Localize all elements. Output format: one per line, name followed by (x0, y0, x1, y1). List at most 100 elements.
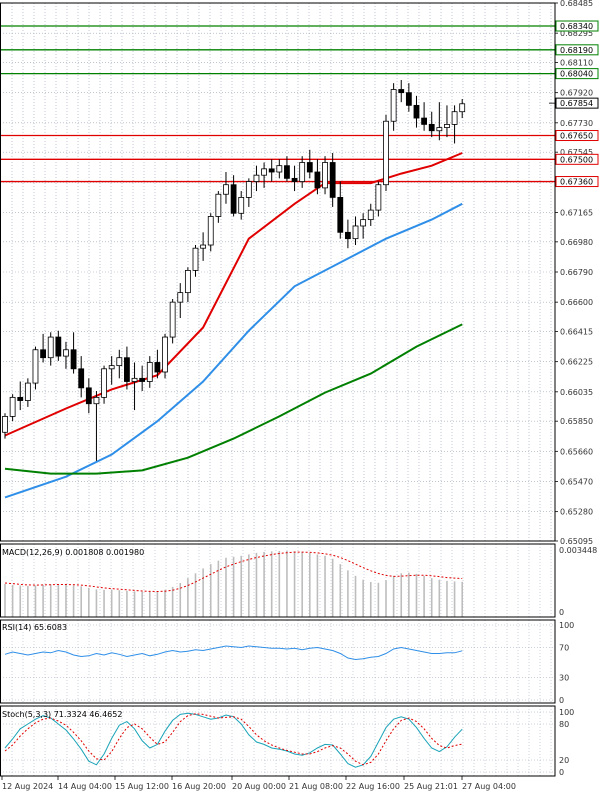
resistance-level-label: 0.68040 (560, 70, 593, 79)
stoch-tick-label: 0 (559, 768, 564, 777)
candle-body (192, 247, 199, 271)
rsi-tick-label: 0 (559, 696, 564, 705)
candle-body (337, 197, 344, 233)
candle-body (344, 231, 351, 240)
x-tick-label: 20 Aug 00:00 (232, 782, 286, 791)
resistance-level-label: 0.68190 (560, 46, 593, 55)
stoch-label: Stoch(5,3,3) 71.3324 46.4652 (2, 710, 122, 719)
rsi-line (4, 645, 463, 661)
price-tick-label: 0.66980 (560, 238, 593, 247)
price-tick-label: 0.66600 (560, 298, 593, 307)
support-level-box (555, 153, 599, 165)
candle-body (131, 377, 138, 382)
stoch-tick-label: 20 (559, 756, 569, 765)
candle-body (2, 416, 8, 433)
rsi-label: RSI(14) 65.6083 (2, 623, 67, 632)
candle-body (276, 165, 283, 173)
candle-body (93, 396, 100, 405)
price-panel: 0.68485 0.68295 0.68110 0.67920 0.67730 0.675… (0, 0, 599, 546)
candle-body (207, 216, 214, 246)
price-tick-label: 0.68295 (560, 29, 593, 38)
candle-body (17, 396, 24, 401)
candle-body (383, 120, 389, 186)
x-axis: 12 Aug 2024 14 Aug 04:00 15 Aug 12:00 16 Au… (1, 776, 516, 791)
support-level-label: 0.67650 (560, 132, 593, 141)
candle-body (367, 209, 374, 221)
macd-tick-label: 0 (559, 608, 564, 617)
price-tick-label: 0.65095 (560, 537, 593, 546)
price-tick-label: 0.65470 (560, 477, 593, 486)
candle-body (436, 127, 443, 132)
panel-frame (0, 619, 556, 704)
candle-body (78, 368, 85, 389)
candle-body (322, 162, 328, 189)
candle-body (405, 92, 412, 106)
candle-body (9, 396, 16, 417)
macd-tick-label: 0.003448 (559, 546, 597, 555)
candle-body (451, 111, 458, 125)
candle-body (162, 336, 168, 373)
candle-body (291, 177, 298, 182)
candle-body (108, 365, 115, 370)
candle-body (444, 124, 450, 128)
price-tick-label: 0.67545 (560, 148, 593, 157)
support-level-label: 0.67500 (560, 155, 593, 164)
x-tick-label: 25 Aug 21:01 (404, 782, 458, 791)
candle-body (85, 387, 92, 405)
resistance-level-label: 0.68340 (560, 22, 593, 31)
candle-body (215, 193, 222, 217)
panel-frame (0, 2, 556, 542)
x-tick-label: 16 Aug 20:00 (172, 782, 226, 791)
candle-body (184, 270, 191, 294)
resistance-level-box (555, 20, 599, 32)
moving-average-line (4, 202, 463, 499)
resistance-level-box (555, 68, 599, 80)
panel-frame (0, 543, 556, 618)
rsi-tick-label: 70 (559, 644, 569, 653)
candle-body (238, 197, 245, 214)
candle-body (253, 174, 260, 182)
candle-body (32, 349, 39, 384)
price-tick-label: 0.66415 (560, 328, 593, 337)
x-tick-label: 15 Aug 12:00 (115, 782, 169, 791)
price-tick-label: 0.68110 (560, 59, 593, 68)
x-tick-label: 14 Aug 04:00 (58, 782, 112, 791)
panel-frame (0, 705, 556, 777)
candle-body (413, 104, 420, 119)
candle-body (428, 124, 435, 132)
price-tick-label: 0.66225 (560, 358, 593, 367)
candle-body (24, 382, 31, 401)
candle-body (329, 162, 336, 198)
candle-body (398, 89, 405, 94)
current-price-label: 0.67854 (560, 99, 593, 108)
candle-body (421, 117, 428, 125)
price-tick-label: 0.66035 (560, 388, 593, 397)
stoch-panel: 100 80 20 0 Stoch(5,3,3) 71.3324 46.4652 (0, 705, 574, 777)
candle-body (375, 184, 382, 211)
candle-body (40, 349, 46, 359)
candle-body (70, 349, 77, 370)
price-tick-label: 0.66790 (560, 268, 593, 277)
stoch-k-line (4, 712, 463, 768)
candle-body (55, 336, 62, 357)
macd-label: MACD(12,26,9) 0.001808 0.001980 (2, 548, 144, 557)
x-tick-label: 12 Aug 2024 (2, 782, 53, 791)
candle-body (124, 357, 130, 382)
candle-body (101, 368, 107, 398)
candle-body (284, 165, 290, 179)
stoch-tick-label: 80 (559, 720, 569, 729)
candle-body (116, 357, 123, 367)
macd-panel: MACD(12,26,9) 0.001808 0.001980 0.003448 0 (0, 543, 597, 618)
candle-body (306, 162, 313, 173)
price-tick-label: 0.65660 (560, 447, 593, 456)
x-tick-label: 21 Aug 08:00 (289, 782, 343, 791)
candle-body (261, 168, 267, 176)
candle-body (154, 362, 161, 373)
candle-body (177, 292, 184, 303)
x-tick-label: 27 Aug 04:00 (462, 782, 516, 791)
candle-body (223, 184, 229, 195)
stoch-tick-label: 100 (559, 708, 574, 717)
price-tick-label: 0.65850 (560, 417, 593, 426)
price-tick-label: 0.68485 (560, 0, 593, 8)
